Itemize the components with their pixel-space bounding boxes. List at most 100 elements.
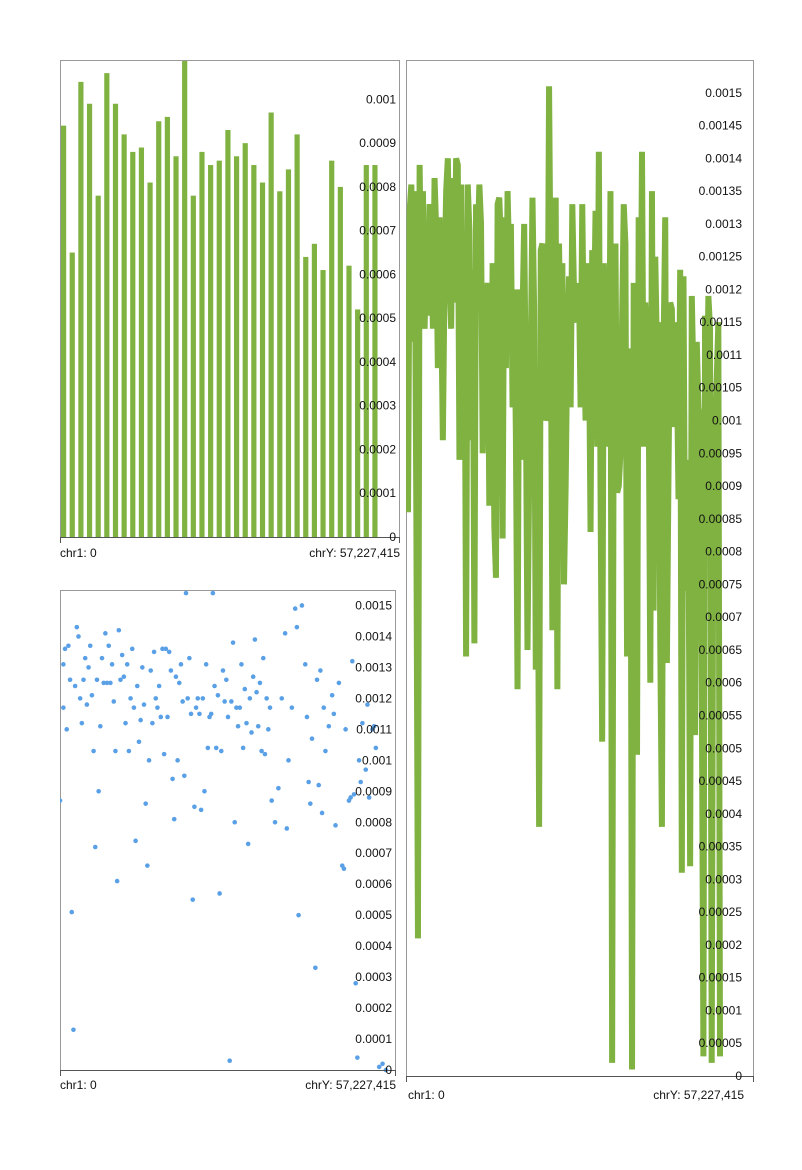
scatter-point [350, 658, 355, 664]
line-chart-y-tick-label: 0 [735, 1069, 742, 1082]
scatter-point [272, 819, 278, 825]
bar [303, 256, 309, 537]
scatter-point [187, 655, 192, 661]
line-chart-y-tick-label: 0.00135 [699, 184, 743, 198]
bar-chart-x-end-label: chrY: 57,227,415 [309, 546, 400, 560]
scatter-point [266, 727, 271, 732]
scatter-point [156, 683, 162, 689]
scatter-point [292, 606, 298, 611]
bar [225, 130, 231, 537]
scatter-point [380, 1061, 385, 1067]
line-chart-y-tick-label: 0.0015 [705, 86, 742, 100]
line-chart-y-tick-label: 0.00065 [699, 643, 743, 657]
scatter-point [360, 720, 365, 726]
scatter-point [94, 677, 100, 683]
scatter-point [242, 686, 248, 692]
scatter-point [134, 683, 140, 689]
scatter-point [308, 801, 313, 806]
line-chart-y-tick-label: 0.00055 [699, 708, 743, 722]
scatter-point [60, 798, 63, 803]
bar [251, 165, 257, 537]
scatter-point [67, 677, 73, 683]
scatter-point [232, 819, 238, 825]
scatter-point [145, 863, 150, 868]
bar [277, 191, 283, 537]
scatter-point [376, 1064, 382, 1070]
bar [182, 60, 188, 537]
scatter-point [121, 674, 127, 680]
scatter-point [302, 662, 308, 667]
scatter-point [160, 646, 165, 652]
bar [156, 121, 162, 537]
scatter-chart-y-tick-label: 0.0006 [355, 877, 392, 891]
line-chart-y-tick-label: 0.0008 [705, 545, 742, 559]
line-chart-y-tick-label: 0.0003 [705, 872, 742, 886]
scatter-point [213, 745, 219, 751]
scatter-point [255, 723, 261, 729]
scatter-point [276, 785, 281, 791]
scatter-point [138, 717, 143, 723]
scatter-point [193, 705, 199, 710]
bar-chart-y-tick-label: 0.0008 [359, 180, 396, 194]
line-chart-y-tick-label: 0.00005 [699, 1036, 743, 1050]
scatter-point [79, 720, 85, 726]
scatter-point [114, 878, 120, 884]
scatter-point [89, 692, 95, 698]
scatter-chart-y-tick-label: 0.001 [362, 753, 392, 767]
line-chart-y-tick-label: 0.00115 [700, 315, 743, 329]
scatter-point [76, 634, 81, 639]
scatter-point [313, 965, 318, 971]
bar-chart-panel: 0 0.0001 0.0002 0.0003 0.0004 0.0005 0.0006 0.0… [60, 60, 400, 560]
scatter-chart-y-tick-label: 0.0009 [355, 784, 392, 798]
bar-chart-y-tick-label: 0.001 [366, 92, 396, 106]
scatter-point [197, 711, 202, 717]
scatter-point [269, 798, 274, 803]
line-chart-y-tick-label: 0.00125 [699, 250, 743, 264]
bar [130, 151, 136, 537]
scatter-point [190, 897, 196, 902]
scatter-point [239, 662, 244, 667]
scatter-point [331, 711, 337, 717]
scatter-point [218, 748, 224, 754]
scatter-point [286, 758, 291, 763]
scatter-point [71, 1027, 76, 1033]
scatter-point [252, 637, 258, 642]
scatter-point [356, 758, 362, 763]
scatter-point [111, 699, 117, 704]
bar [285, 169, 292, 537]
scatter-chart-panel: 0 0.0001 0.0002 0.0003 0.0004 0.0005 0.0006 0.0… [60, 590, 400, 1100]
scatter-point [234, 705, 239, 710]
scatter-point [182, 773, 187, 779]
scatter-point [267, 705, 273, 710]
scatter-point [333, 823, 338, 828]
scatter-point [84, 702, 90, 707]
scatter-chart-y-tick-label: 0 [385, 1063, 392, 1077]
line-chart-y-tick-label: 0.001 [712, 414, 742, 428]
line-chart-y-tick-label: 0.00145 [699, 119, 743, 133]
line-chart-y-tick-label: 0.0012 [705, 282, 742, 296]
scatter-point [124, 662, 130, 667]
scatter-chart-y-tick-label: 0.0014 [355, 629, 392, 643]
line-chart-y-tick-label: 0.0004 [705, 807, 742, 821]
scatter-point [108, 680, 113, 686]
scatter-point [351, 792, 357, 797]
scatter-point [128, 696, 133, 701]
scatter-point [129, 646, 135, 652]
bar [147, 182, 153, 537]
scatter-point [161, 751, 167, 757]
bar [69, 252, 75, 537]
scatter-point [116, 627, 122, 633]
bar-chart-y-tick-label: 0 [389, 530, 396, 544]
bar [121, 134, 127, 537]
scatter-point [103, 631, 108, 636]
scatter-point [249, 730, 254, 735]
bar [86, 103, 93, 537]
bar [112, 103, 119, 537]
scatter-point [178, 662, 184, 667]
scatter-point [343, 727, 348, 732]
line-chart-y-tick-label: 0.0007 [705, 610, 742, 624]
bar [78, 81, 84, 537]
scatter-point [326, 723, 332, 729]
scatter-point [329, 692, 335, 698]
bar [329, 160, 335, 537]
